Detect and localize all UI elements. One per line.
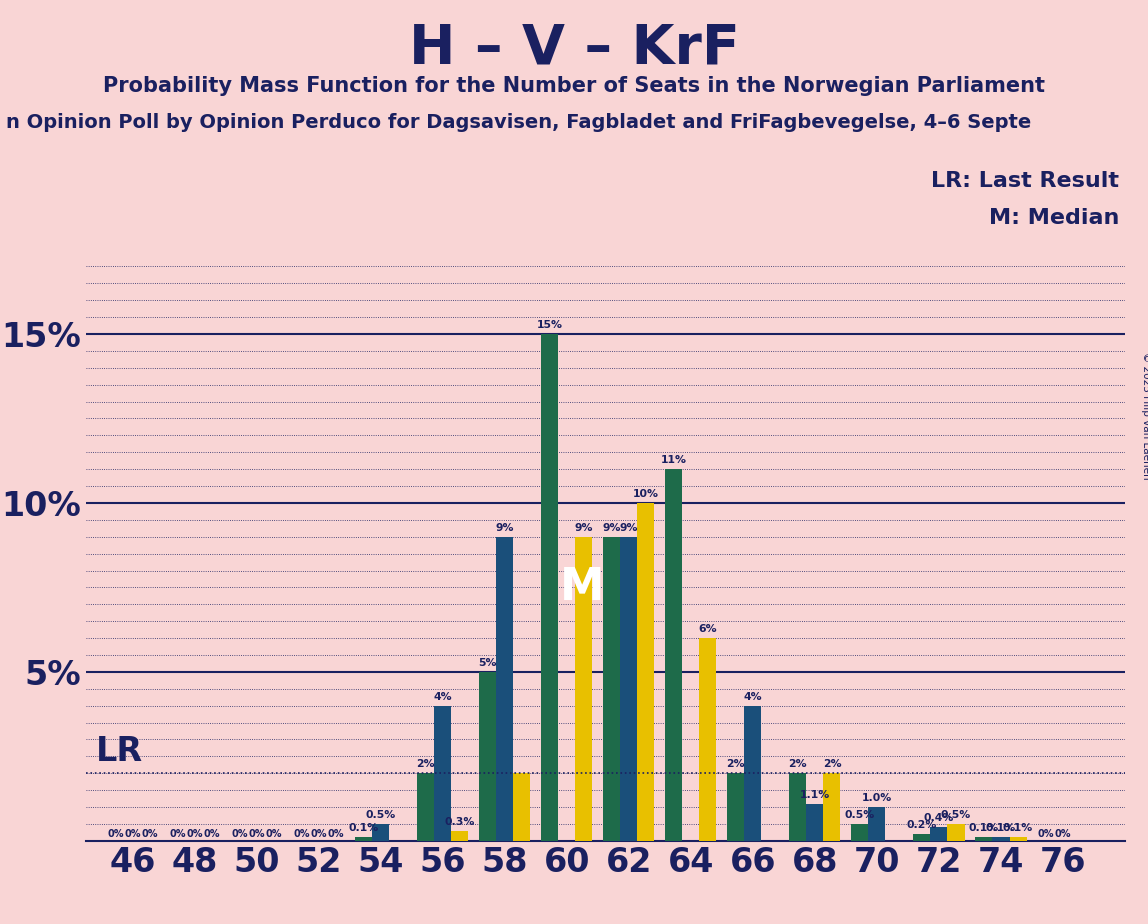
Text: 0.1%: 0.1% xyxy=(986,823,1016,833)
Bar xyxy=(914,834,930,841)
Bar xyxy=(852,824,868,841)
Text: M: M xyxy=(560,565,605,609)
Text: 0%: 0% xyxy=(327,829,344,839)
Bar xyxy=(479,672,496,841)
Text: 9%: 9% xyxy=(496,523,514,532)
Text: 4%: 4% xyxy=(744,692,762,701)
Text: LR: Last Result: LR: Last Result xyxy=(931,171,1119,191)
Text: 0%: 0% xyxy=(186,829,203,839)
Text: 0%: 0% xyxy=(1038,829,1054,839)
Text: 2%: 2% xyxy=(727,760,745,769)
Text: 1.0%: 1.0% xyxy=(862,793,892,803)
Text: 1.1%: 1.1% xyxy=(800,790,830,799)
Text: 0.1%: 0.1% xyxy=(349,823,379,833)
Bar xyxy=(806,804,823,841)
Bar xyxy=(575,537,592,841)
Text: 0%: 0% xyxy=(232,829,248,839)
Bar xyxy=(355,837,372,841)
Bar xyxy=(744,706,761,841)
Text: 5%: 5% xyxy=(479,658,497,668)
Text: 0.4%: 0.4% xyxy=(924,813,954,823)
Bar xyxy=(541,334,558,841)
Bar xyxy=(993,837,1009,841)
Bar xyxy=(620,537,637,841)
Text: 0%: 0% xyxy=(265,829,282,839)
Bar xyxy=(434,706,451,841)
Text: 0.2%: 0.2% xyxy=(907,820,937,830)
Text: 0.1%: 0.1% xyxy=(969,823,999,833)
Text: Probability Mass Function for the Number of Seats in the Norwegian Parliament: Probability Mass Function for the Number… xyxy=(103,76,1045,96)
Bar xyxy=(823,773,840,841)
Text: 2%: 2% xyxy=(789,760,807,769)
Text: 0%: 0% xyxy=(310,829,327,839)
Text: 0%: 0% xyxy=(248,829,265,839)
Text: 0%: 0% xyxy=(203,829,220,839)
Text: 4%: 4% xyxy=(434,692,452,701)
Bar xyxy=(868,807,885,841)
Text: 9%: 9% xyxy=(575,523,594,532)
Text: 0.5%: 0.5% xyxy=(845,810,875,820)
Text: © 2025 Filip van Laenen: © 2025 Filip van Laenen xyxy=(1141,352,1148,480)
Text: n Opinion Poll by Opinion Perduco for Dagsavisen, Fagbladet and FriFagbevegelse,: n Opinion Poll by Opinion Perduco for Da… xyxy=(6,113,1031,132)
Text: 0.5%: 0.5% xyxy=(941,810,971,820)
Bar xyxy=(790,773,806,841)
Text: 0%: 0% xyxy=(170,829,186,839)
Bar xyxy=(1009,837,1026,841)
Bar xyxy=(728,773,744,841)
Text: 9%: 9% xyxy=(620,523,638,532)
Bar xyxy=(666,469,682,841)
Text: 0%: 0% xyxy=(294,829,310,839)
Bar xyxy=(451,831,468,841)
Text: 0%: 0% xyxy=(124,829,141,839)
Bar xyxy=(699,638,716,841)
Text: 10%: 10% xyxy=(633,489,659,499)
Bar xyxy=(947,824,964,841)
Text: LR: LR xyxy=(95,736,142,768)
Bar xyxy=(603,537,620,841)
Text: 6%: 6% xyxy=(699,624,718,634)
Text: 11%: 11% xyxy=(661,456,687,465)
Bar xyxy=(930,827,947,841)
Text: 0.5%: 0.5% xyxy=(365,810,396,820)
Text: 15%: 15% xyxy=(537,320,563,330)
Bar xyxy=(417,773,434,841)
Bar xyxy=(637,503,654,841)
Text: 0%: 0% xyxy=(107,829,124,839)
Text: 0%: 0% xyxy=(141,829,158,839)
Text: M: Median: M: Median xyxy=(988,208,1119,228)
Bar xyxy=(976,837,993,841)
Text: 2%: 2% xyxy=(417,760,435,769)
Text: H – V – KrF: H – V – KrF xyxy=(409,21,739,75)
Bar xyxy=(513,773,530,841)
Text: 9%: 9% xyxy=(603,523,621,532)
Bar xyxy=(372,824,389,841)
Text: 0.1%: 0.1% xyxy=(1003,823,1033,833)
Text: 0.3%: 0.3% xyxy=(444,817,475,827)
Text: 2%: 2% xyxy=(823,760,841,769)
Text: 0%: 0% xyxy=(1055,829,1071,839)
Bar xyxy=(496,537,513,841)
